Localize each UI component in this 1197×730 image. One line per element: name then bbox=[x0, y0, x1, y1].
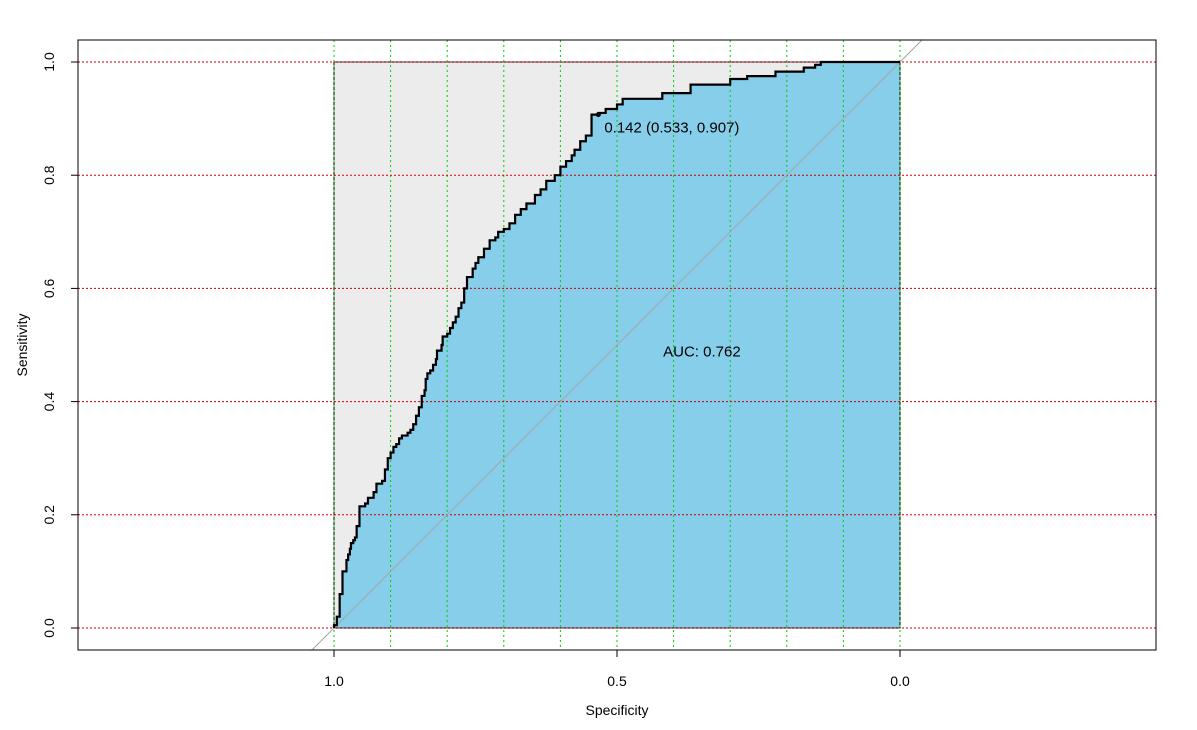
best-threshold-label: 0.142 (0.533, 0.907) bbox=[604, 120, 739, 137]
diagonal-reference-line bbox=[311, 39, 923, 651]
x-tick-label: 1.0 bbox=[324, 673, 344, 689]
y-tick-label: 0.8 bbox=[41, 165, 57, 185]
auc-label: AUC: 0.762 bbox=[663, 343, 741, 360]
y-tick-label: 0.6 bbox=[41, 278, 57, 298]
plot-area: 0.142 (0.533, 0.907) AUC: 0.762 bbox=[78, 39, 1156, 651]
y-tick-label: 1.0 bbox=[41, 52, 57, 72]
y-tick-label: 0.2 bbox=[41, 505, 57, 525]
y-tick-label: 0.0 bbox=[41, 618, 57, 638]
roc-curve bbox=[332, 60, 900, 628]
x-tick-label: 0.5 bbox=[607, 673, 627, 689]
y-tick-label: 0.4 bbox=[41, 392, 57, 412]
best-threshold-point bbox=[595, 112, 601, 118]
y-axis-label: Sensitivity bbox=[14, 313, 30, 376]
x-axis-label: Specificity bbox=[585, 702, 648, 718]
x-tick-label: 0.0 bbox=[890, 673, 910, 689]
axes: 1.0 0.5 0.0 0.0 0.2 0.4 0.6 0.8 1.0 bbox=[41, 39, 1157, 689]
